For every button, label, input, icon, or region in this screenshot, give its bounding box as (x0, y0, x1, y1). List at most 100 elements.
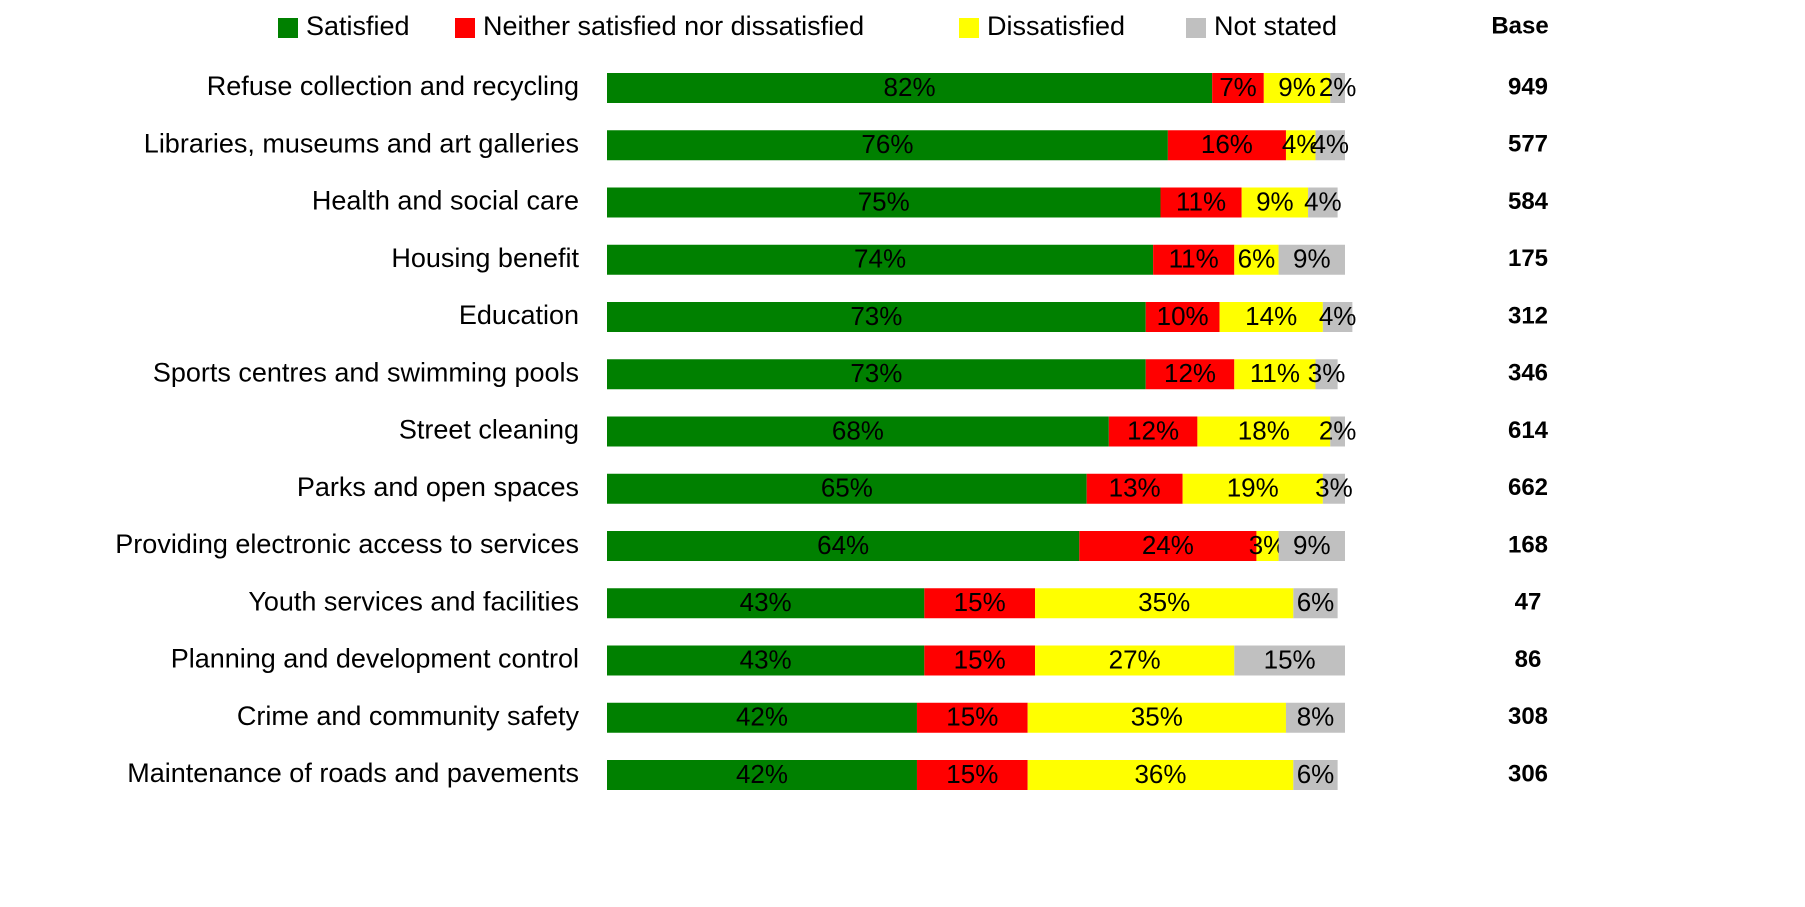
bar-segment (607, 531, 1080, 561)
legend-label: Not stated (1214, 11, 1337, 41)
base-value: 308 (1508, 703, 1548, 730)
value-label: 75% (858, 186, 910, 216)
bar-segment (1145, 302, 1220, 332)
value-label: 82% (884, 72, 936, 102)
value-label: 4% (1282, 129, 1320, 159)
bar-segment (1153, 244, 1235, 275)
base-value: 614 (1508, 417, 1549, 444)
bar-segment (1278, 531, 1345, 561)
category-label: Crime and community safety (237, 701, 580, 731)
bar-segment (1263, 73, 1331, 103)
bar-segment (1293, 588, 1338, 619)
value-label: 11% (1169, 244, 1219, 274)
bar-segment (1234, 359, 1316, 390)
category-label: Sports centres and swimming pools (153, 357, 579, 387)
bar-segment (607, 187, 1161, 218)
value-label: 36% (1134, 759, 1186, 789)
bar-segment (924, 588, 1036, 619)
bar-segment (1219, 302, 1323, 332)
base-value: 577 (1508, 131, 1548, 158)
base-value: 346 (1508, 360, 1548, 387)
bar-segment (916, 760, 1028, 790)
base-value: 175 (1508, 245, 1548, 272)
bar-segment (1079, 531, 1257, 561)
base-value: 168 (1508, 531, 1548, 558)
category-label: Planning and development control (171, 644, 579, 674)
bar-segment (1234, 244, 1279, 275)
base-value: 86 (1515, 646, 1542, 673)
value-label: 3% (1315, 473, 1353, 503)
bar-segment (1322, 302, 1353, 332)
value-label: 11% (1250, 358, 1300, 388)
bar-segment (1315, 130, 1345, 161)
value-label: 19% (1227, 473, 1279, 503)
bar-segment (1293, 760, 1338, 790)
value-label: 4% (1304, 186, 1342, 216)
value-label: 74% (854, 244, 906, 274)
value-label: 64% (817, 530, 869, 560)
bar-segment (924, 645, 1036, 676)
value-label: 35% (1131, 702, 1183, 732)
bar-segment (607, 473, 1087, 504)
bar-segment (1035, 588, 1294, 619)
base-value: 306 (1508, 760, 1548, 787)
value-label: 6% (1297, 587, 1335, 617)
base-value: 662 (1508, 474, 1548, 501)
value-label: 24% (1142, 530, 1194, 560)
legend-swatch (278, 18, 298, 38)
value-label: 68% (832, 415, 884, 445)
legend-swatch (959, 18, 979, 38)
bar-segment (1308, 187, 1338, 218)
value-label: 18% (1238, 415, 1290, 445)
bar-segment (607, 645, 925, 676)
bar-segment (1330, 416, 1345, 447)
value-label: 15% (954, 587, 1006, 617)
value-label: 9% (1293, 530, 1331, 560)
bar-segment (607, 416, 1109, 447)
category-label: Providing electronic access to services (115, 529, 579, 559)
value-label: 76% (861, 129, 913, 159)
bar-segment (1086, 473, 1183, 504)
bar-segment (1108, 416, 1198, 447)
base-value: 312 (1508, 302, 1548, 329)
bar-segment (1027, 702, 1286, 733)
bar-segment (1285, 702, 1345, 733)
value-label: 4% (1311, 129, 1349, 159)
base-value: 47 (1515, 589, 1542, 616)
category-label: Health and social care (312, 186, 579, 216)
bar-segment (1278, 244, 1345, 275)
bar-segment (916, 702, 1028, 733)
category-label: Parks and open spaces (297, 472, 579, 502)
value-label: 15% (954, 644, 1006, 674)
value-label: 11% (1176, 186, 1226, 216)
legend-swatch (1186, 18, 1206, 38)
value-label: 15% (946, 759, 998, 789)
legend-swatch (455, 18, 475, 38)
value-label: 2% (1319, 72, 1357, 102)
value-label: 14% (1245, 301, 1297, 331)
value-label: 9% (1278, 72, 1316, 102)
bar-segment (1234, 645, 1345, 676)
category-label: Refuse collection and recycling (207, 71, 579, 101)
bar-segment (1035, 645, 1235, 676)
base-header: Base (1491, 12, 1548, 39)
bar-segment (607, 302, 1146, 332)
value-label: 13% (1109, 473, 1161, 503)
category-label: Youth services and facilities (248, 586, 579, 616)
value-label: 12% (1127, 415, 1179, 445)
bar-segment (1322, 473, 1345, 504)
category-label: Libraries, museums and art galleries (144, 128, 579, 158)
value-label: 42% (736, 759, 788, 789)
value-label: 12% (1164, 358, 1216, 388)
bar-segment (607, 130, 1168, 161)
value-label: 15% (946, 702, 998, 732)
value-label: 9% (1293, 244, 1331, 274)
bar-segment (1330, 73, 1345, 103)
bar-segment (1256, 531, 1279, 561)
bar-segment (1145, 359, 1235, 390)
value-label: 9% (1256, 186, 1294, 216)
value-label: 42% (736, 702, 788, 732)
value-label: 3% (1308, 358, 1346, 388)
bar-segment (1197, 416, 1331, 447)
